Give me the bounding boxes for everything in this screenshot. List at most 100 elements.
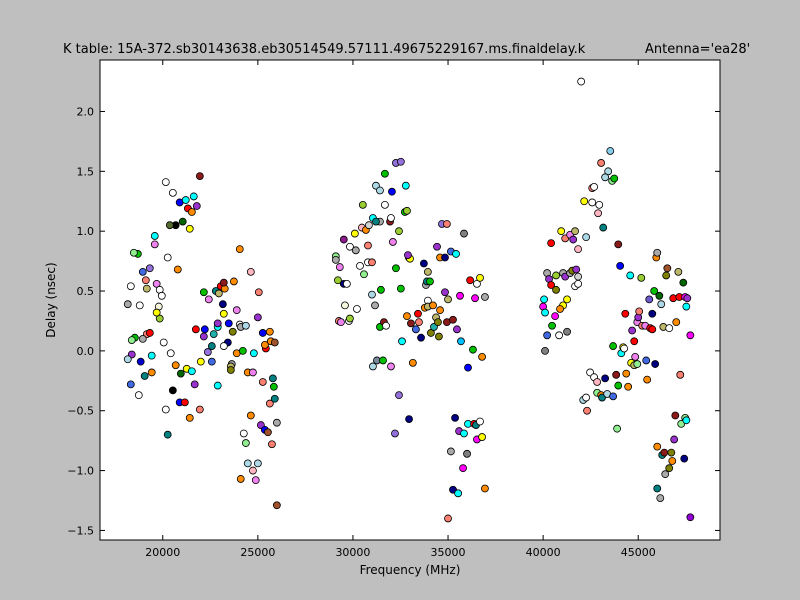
- data-point: [272, 501, 281, 510]
- data-point: [382, 321, 390, 330]
- data-point: [218, 300, 227, 309]
- data-point: [637, 273, 646, 282]
- data-point: [547, 281, 556, 289]
- data-point: [351, 246, 360, 255]
- data-point: [481, 293, 489, 301]
- data-point: [219, 309, 228, 318]
- data-point: [145, 329, 154, 337]
- data-point: [203, 348, 212, 356]
- data-point: [614, 240, 623, 249]
- data-point: [456, 291, 464, 300]
- data-point: [346, 242, 354, 251]
- data-point: [272, 418, 281, 427]
- data-point: [557, 227, 566, 236]
- data-point: [180, 398, 189, 407]
- data-point: [547, 239, 556, 248]
- data-point: [339, 235, 348, 244]
- data-point: [388, 187, 396, 196]
- data-point: [387, 214, 395, 222]
- data-point: [126, 282, 135, 291]
- data-point: [442, 220, 451, 228]
- data-point: [454, 489, 463, 498]
- data-point: [159, 338, 168, 347]
- data-point: [604, 167, 613, 176]
- data-point: [653, 442, 662, 451]
- data-point: [241, 321, 250, 330]
- data-point: [449, 315, 457, 324]
- data-point: [427, 329, 435, 337]
- data-point: [258, 329, 267, 337]
- data-point: [582, 233, 591, 242]
- data-point: [551, 312, 560, 321]
- data-point: [152, 308, 161, 317]
- data-point: [207, 342, 216, 350]
- data-point: [165, 221, 174, 230]
- data-point: [569, 235, 578, 244]
- data-point: [199, 288, 208, 297]
- data-point: [401, 181, 410, 190]
- data-point: [686, 513, 695, 522]
- chart-subtitle: Antenna='ea28': [645, 42, 750, 57]
- y-tick-label: 1.5: [77, 165, 95, 178]
- data-point: [656, 494, 665, 503]
- data-point: [377, 285, 385, 294]
- data-point: [228, 327, 237, 336]
- data-point: [601, 173, 610, 182]
- data-point: [457, 337, 465, 346]
- data-point: [435, 332, 443, 341]
- data-point: [380, 169, 389, 178]
- data-point: [260, 340, 269, 349]
- data-point: [665, 324, 674, 333]
- data-point: [609, 342, 618, 350]
- data-point: [436, 306, 444, 315]
- data-point: [668, 457, 677, 465]
- data-point: [614, 381, 623, 390]
- data-point: [423, 267, 432, 276]
- data-point: [270, 338, 279, 347]
- data-point: [653, 248, 662, 257]
- data-point: [555, 331, 564, 340]
- data-point: [426, 277, 434, 286]
- data-point: [150, 240, 159, 249]
- data-point: [571, 227, 579, 236]
- data-point: [643, 375, 652, 384]
- data-point: [577, 77, 586, 86]
- data-point: [246, 411, 255, 420]
- data-point: [645, 295, 654, 304]
- data-point: [270, 394, 279, 403]
- data-point: [191, 325, 200, 334]
- data-point: [463, 449, 471, 458]
- data-point: [478, 433, 486, 441]
- data-point: [356, 261, 364, 270]
- data-point: [613, 424, 622, 433]
- chart-title: K table: 15A-372.sb30143638.eb30514549.5…: [63, 42, 586, 57]
- data-point: [219, 278, 228, 287]
- data-point: [136, 357, 145, 366]
- data-point: [628, 326, 637, 335]
- data-point: [683, 294, 692, 303]
- data-point: [171, 361, 180, 370]
- data-point: [368, 290, 376, 299]
- data-point: [626, 271, 635, 280]
- data-point: [207, 357, 216, 366]
- data-point: [606, 147, 615, 155]
- data-point: [268, 440, 276, 449]
- data-point: [341, 301, 349, 310]
- data-point: [563, 327, 571, 336]
- data-point: [415, 318, 423, 327]
- data-point: [249, 368, 257, 377]
- data-point: [163, 253, 172, 262]
- data-point: [265, 327, 274, 336]
- data-point: [236, 475, 245, 483]
- data-point: [419, 259, 428, 268]
- plot-area: [100, 60, 720, 540]
- data-point: [446, 447, 455, 456]
- data-point: [185, 224, 194, 233]
- data-point: [254, 288, 263, 297]
- data-point: [232, 306, 241, 315]
- data-point: [360, 270, 368, 279]
- data-point: [556, 305, 564, 313]
- data-point: [612, 370, 621, 379]
- y-tick-label: −1.0: [67, 465, 94, 478]
